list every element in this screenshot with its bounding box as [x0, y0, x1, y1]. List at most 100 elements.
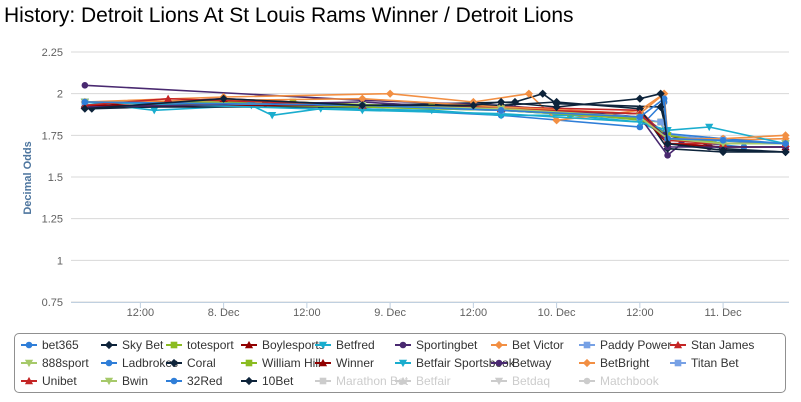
legend-marker[interactable]: [170, 377, 178, 385]
legend-item[interactable]: Bet Victor: [491, 336, 564, 354]
legend-item[interactable]: Betway: [491, 354, 551, 372]
data-point[interactable]: [497, 97, 506, 107]
data-point[interactable]: [358, 101, 367, 110]
data-point[interactable]: [663, 139, 672, 148]
data-point[interactable]: [510, 97, 520, 107]
legend-marker[interactable]: [170, 341, 178, 349]
legend-symbol: [21, 359, 37, 368]
legend-marker[interactable]: [244, 340, 254, 349]
legend-item[interactable]: Titan Bet: [670, 354, 739, 372]
legend-label: Stan James: [691, 338, 755, 352]
legend-marker[interactable]: [25, 341, 33, 349]
legend-marker[interactable]: [245, 359, 253, 367]
legend-item[interactable]: bet365: [21, 336, 79, 354]
legend-marker[interactable]: [398, 359, 408, 368]
legend-item[interactable]: Stan James: [670, 336, 754, 354]
legend-marker[interactable]: [319, 377, 327, 385]
legend-marker[interactable]: [169, 358, 179, 368]
legend-marker[interactable]: [399, 341, 407, 349]
data-point[interactable]: [636, 113, 644, 121]
data-point[interactable]: [552, 97, 561, 107]
legend-marker[interactable]: [494, 377, 504, 386]
legend-item[interactable]: Sportingbet: [395, 336, 477, 354]
data-point[interactable]: [781, 147, 790, 157]
data-point[interactable]: [552, 102, 561, 112]
data-point[interactable]: [636, 123, 644, 131]
legend-symbol: [579, 341, 595, 349]
legend-item[interactable]: Matchbook: [579, 372, 659, 390]
legend-marker[interactable]: [583, 341, 591, 349]
legend-item[interactable]: Paddy Power: [579, 336, 671, 354]
data-point[interactable]: [358, 107, 367, 115]
legend-item[interactable]: Betfair: [395, 372, 451, 390]
data-point[interactable]: [781, 131, 790, 140]
legend-marker[interactable]: [24, 376, 34, 385]
legend-item[interactable]: Betfair Sportsbook: [395, 354, 515, 372]
legend-marker[interactable]: [244, 376, 254, 386]
data-point[interactable]: [469, 101, 478, 110]
legend-label: Marathon Bet: [336, 374, 409, 388]
legend-marker[interactable]: [104, 340, 114, 350]
legend-item[interactable]: Bwin: [101, 372, 148, 390]
data-point[interactable]: [81, 82, 89, 89]
legend-marker[interactable]: [494, 340, 504, 350]
data-point[interactable]: [268, 112, 277, 120]
data-point[interactable]: [719, 137, 727, 144]
legend-item[interactable]: Winner: [315, 354, 374, 372]
legend-item[interactable]: 32Red: [166, 372, 222, 390]
legend-marker[interactable]: [398, 376, 408, 385]
data-point[interactable]: [664, 152, 671, 159]
legend-item[interactable]: 888sport: [21, 354, 89, 372]
legend-marker[interactable]: [105, 359, 113, 367]
data-point[interactable]: [524, 89, 533, 98]
legend-label: Coral: [187, 356, 216, 370]
legend-item[interactable]: Betdaq: [491, 372, 550, 390]
data-point[interactable]: [358, 94, 367, 103]
data-point[interactable]: [657, 118, 664, 126]
data-point[interactable]: [164, 94, 173, 102]
legend-marker[interactable]: [24, 359, 34, 368]
data-point[interactable]: [718, 146, 728, 155]
data-point[interactable]: [660, 95, 668, 102]
legend-symbol: [315, 341, 331, 350]
data-point[interactable]: [635, 118, 644, 127]
data-point[interactable]: [80, 104, 89, 113]
data-point[interactable]: [782, 140, 789, 147]
legend-marker[interactable]: [318, 358, 328, 367]
data-point[interactable]: [635, 94, 644, 103]
data-point[interactable]: [705, 123, 714, 132]
legend-marker[interactable]: [318, 341, 328, 350]
legend-symbol: [491, 377, 507, 386]
legend-item[interactable]: Marathon Bet: [315, 372, 408, 390]
legend-marker[interactable]: [583, 377, 591, 385]
legend-item[interactable]: Ladbrokes: [101, 354, 178, 372]
legend-item[interactable]: Betfred: [315, 336, 375, 354]
legend-marker[interactable]: [673, 340, 683, 349]
legend-marker[interactable]: [104, 377, 114, 386]
legend-item[interactable]: Unibet: [21, 372, 77, 390]
data-point[interactable]: [81, 98, 89, 106]
legend-marker[interactable]: [674, 359, 682, 367]
legend-label: Boylesports: [262, 338, 325, 352]
legend-item[interactable]: totesport: [166, 336, 234, 354]
legend-item[interactable]: William Hill: [241, 354, 321, 372]
data-point[interactable]: [656, 89, 665, 98]
legend-item[interactable]: Sky Bet: [101, 336, 163, 354]
legend-item[interactable]: Boylesports: [241, 336, 325, 354]
legend-item[interactable]: Coral: [166, 354, 216, 372]
series-layer: [80, 82, 790, 159]
data-point[interactable]: [497, 107, 505, 114]
legend-item[interactable]: BetBright: [579, 354, 649, 372]
y-tick-label: 1.5: [48, 172, 63, 184]
data-point[interactable]: [656, 102, 665, 112]
data-point[interactable]: [219, 94, 228, 103]
chart-legend: bet365 Sky Bet totesport Boylesports Betfred…: [14, 333, 786, 393]
data-point[interactable]: [150, 107, 159, 115]
legend-item[interactable]: 10Bet: [241, 372, 293, 390]
legend-marker[interactable]: [582, 358, 592, 368]
data-point[interactable]: [552, 116, 561, 125]
legend-marker[interactable]: [495, 359, 503, 367]
data-point[interactable]: [538, 89, 547, 98]
data-point[interactable]: [635, 104, 644, 113]
data-point[interactable]: [386, 89, 395, 98]
